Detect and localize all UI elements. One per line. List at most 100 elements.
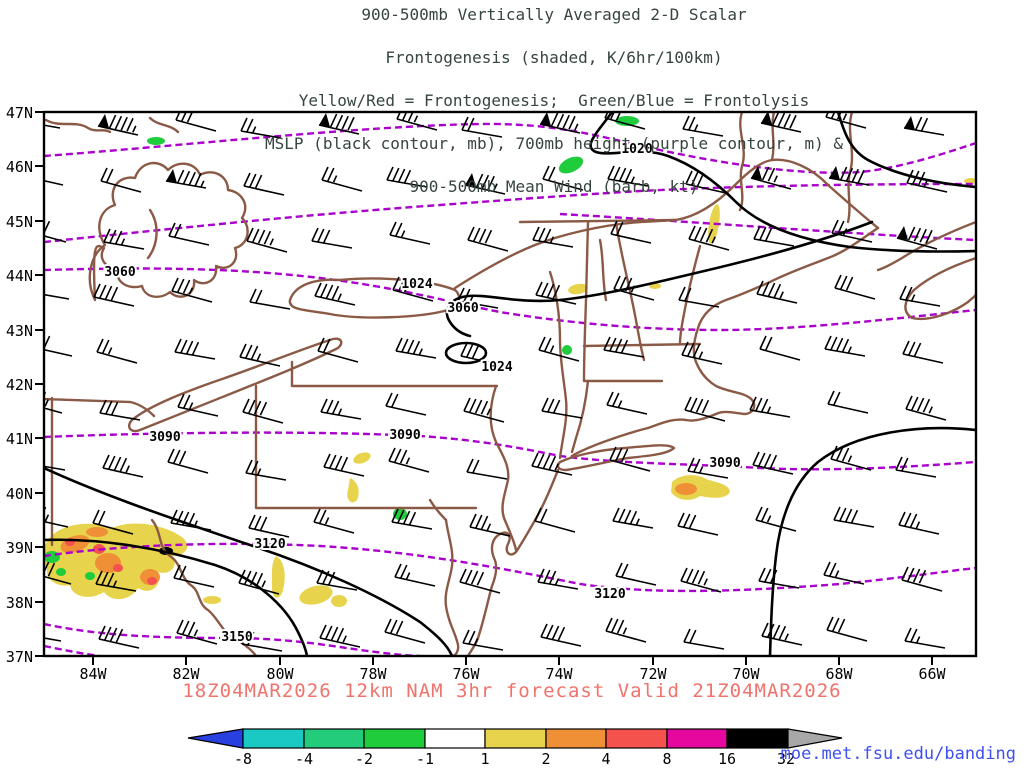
wind-barb [756, 280, 798, 304]
colorbar-tick: 8 [662, 750, 671, 768]
wind-barb [389, 221, 431, 245]
height-contour [45, 122, 975, 174]
colorbar-left-arrow [187, 728, 244, 749]
title-line-3: Yellow/Red = Frontogenesis; Green/Blue =… [298, 91, 810, 110]
wind-barb [826, 616, 868, 642]
height-contour-3060 [45, 267, 975, 332]
wind-barb [610, 220, 652, 244]
wind-barb [102, 454, 144, 478]
wind-barb [833, 506, 875, 528]
wind-barb [760, 113, 802, 133]
wind-barb [681, 341, 723, 365]
wv-va-border [150, 518, 257, 655]
frontogenesis-blob [271, 556, 285, 598]
delaware-river [489, 384, 518, 552]
wind-barb [176, 619, 218, 645]
wind-barb [457, 287, 499, 309]
wind-barb [321, 166, 363, 192]
contour-label: 3150 [221, 630, 252, 645]
title-line-2: Frontogenesis (shaded, K/6hr/100km) [385, 48, 723, 67]
wind-barb [755, 506, 797, 532]
colorbar-segment [242, 728, 305, 749]
wind-barb-pennant [319, 113, 330, 127]
wind-barb [685, 170, 727, 194]
wind-barb [759, 335, 801, 361]
wind-barb [245, 459, 287, 481]
wind-barb [318, 113, 360, 135]
contour-label: 3120 [254, 537, 285, 552]
wind-barb [170, 509, 212, 531]
lon-label: 80W [266, 665, 294, 683]
wind-barb [92, 509, 134, 535]
wind-barb [391, 508, 433, 530]
wind-barb [688, 225, 730, 251]
title-line-1: 900-500mb Vertically Averaged 2-D Scalar [361, 5, 747, 24]
wind-barb [901, 566, 943, 592]
wind-barb [317, 337, 359, 363]
wind-barb [604, 113, 646, 130]
wind-barb [174, 338, 216, 360]
mslp-contour-layer [45, 113, 975, 655]
lake-detail [146, 208, 158, 260]
wind-barb [243, 172, 285, 196]
site-link[interactable]: moe.met.fsu.edu/banding [780, 744, 1016, 764]
height-contour [45, 182, 975, 244]
wind-barb [459, 568, 501, 594]
wind-barb [246, 227, 288, 253]
wind-barb [678, 286, 720, 308]
colorbar-tick: 16 [718, 750, 736, 768]
frontolysis-blob [85, 572, 95, 580]
wind-barb [532, 226, 574, 248]
mslp-contour-1020 [589, 113, 975, 253]
colorbar-segment [605, 728, 668, 749]
us-canada-border [518, 218, 678, 224]
wind-barb [687, 457, 729, 479]
wind-barb [824, 335, 866, 357]
mslp-contour [45, 467, 453, 655]
wind-barb [239, 343, 281, 367]
colorbar-tick: -1 [416, 750, 434, 768]
lon-label: 74W [545, 665, 573, 683]
frontogenesis-blob [86, 527, 108, 537]
wind-barb [168, 222, 210, 246]
frontogenesis-blob [331, 595, 347, 607]
lat-label: 37N [6, 648, 33, 666]
colorbar-segment [666, 728, 728, 749]
wind-barb [540, 623, 582, 647]
title-line-5: 900-500mb Mean Wind (barb, kt) [409, 177, 699, 196]
frontogenesis-blob [964, 178, 975, 184]
lon-label: 78W [359, 665, 387, 683]
wind-barb [45, 335, 73, 357]
lon-label: 68W [825, 665, 853, 683]
ontario-rivers [45, 116, 180, 134]
frontolysis-blob [615, 116, 639, 126]
frontogenesis-blob [568, 283, 588, 295]
wind-barb [242, 398, 284, 424]
wind-barb [904, 627, 946, 649]
mslp-contour [768, 426, 975, 655]
wind-barb [896, 226, 938, 250]
colorbar-segment [424, 728, 486, 749]
wind-barb [167, 448, 209, 474]
wind-barb [823, 561, 865, 585]
wind-barb [384, 618, 426, 644]
wind-barb [165, 169, 207, 189]
frontogenesis-blob [675, 483, 697, 495]
wind-barb [680, 567, 722, 593]
wind-barb [541, 397, 583, 419]
lat-label: 46N [6, 158, 33, 176]
frontogenesis-blob [203, 596, 221, 604]
wind-barb [898, 511, 940, 535]
wind-barb-pennant [904, 116, 915, 130]
wind-barb [45, 124, 61, 129]
contour-label: 3120 [594, 587, 625, 602]
wind-barb [906, 169, 948, 193]
wind-barb [615, 562, 657, 586]
lake-erie [128, 337, 343, 433]
colorbar-segment [363, 728, 426, 749]
wind-barb [99, 399, 141, 421]
wind-barb [314, 282, 356, 306]
wind-barb [311, 227, 353, 249]
lon-label: 70W [732, 665, 760, 683]
wind-barb [531, 452, 573, 476]
